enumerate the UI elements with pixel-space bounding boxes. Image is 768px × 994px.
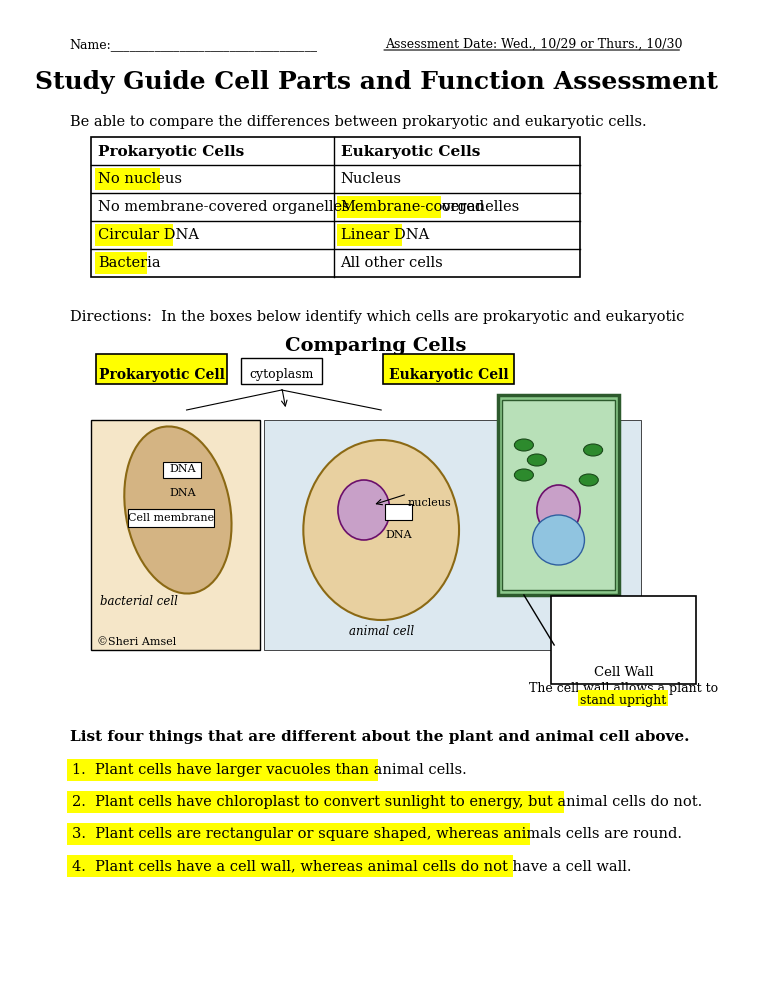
- Text: Linear DNA: Linear DNA: [340, 228, 429, 242]
- Bar: [127, 509, 214, 527]
- FancyBboxPatch shape: [95, 168, 160, 190]
- Bar: [164, 462, 201, 478]
- Text: Cell membrane: Cell membrane: [128, 513, 214, 523]
- FancyBboxPatch shape: [498, 395, 619, 595]
- Text: DNA: DNA: [169, 464, 196, 474]
- Bar: [91, 137, 580, 277]
- Text: No nucleus: No nucleus: [98, 172, 182, 186]
- FancyBboxPatch shape: [383, 354, 515, 384]
- Circle shape: [303, 440, 459, 620]
- FancyBboxPatch shape: [96, 354, 227, 384]
- Text: Bacteria: Bacteria: [98, 256, 161, 270]
- FancyBboxPatch shape: [502, 400, 614, 590]
- Text: Prokaryotic Cell: Prokaryotic Cell: [98, 368, 224, 382]
- FancyBboxPatch shape: [91, 420, 260, 650]
- Ellipse shape: [515, 469, 534, 481]
- FancyBboxPatch shape: [67, 823, 530, 845]
- Text: bacterial cell: bacterial cell: [100, 595, 178, 608]
- Text: stand upright: stand upright: [581, 694, 667, 707]
- Text: Name:_________________________________: Name:_________________________________: [70, 38, 318, 51]
- Text: Assessment Date: Wed., 10/29 or Thurs., 10/30: Assessment Date: Wed., 10/29 or Thurs., …: [385, 38, 682, 51]
- FancyBboxPatch shape: [67, 855, 513, 877]
- Text: Be able to compare the differences between prokaryotic and eukaryotic cells.: Be able to compare the differences betwe…: [70, 115, 647, 129]
- Text: Nucleus: Nucleus: [340, 172, 402, 186]
- Text: 2.  Plant cells have chloroplast to convert sunlight to energy, but animal cells: 2. Plant cells have chloroplast to conve…: [71, 795, 702, 809]
- Text: Eukaryotic Cells: Eukaryotic Cells: [340, 145, 480, 159]
- FancyBboxPatch shape: [95, 252, 147, 274]
- Ellipse shape: [515, 439, 534, 451]
- Text: List four things that are different about the plant and animal cell above.: List four things that are different abou…: [70, 730, 690, 744]
- Ellipse shape: [579, 474, 598, 486]
- FancyBboxPatch shape: [241, 358, 323, 384]
- FancyBboxPatch shape: [578, 690, 668, 706]
- Text: Membrane-covered: Membrane-covered: [340, 200, 485, 214]
- Ellipse shape: [528, 454, 546, 466]
- Text: nucleus: nucleus: [407, 498, 451, 508]
- FancyBboxPatch shape: [95, 224, 173, 246]
- Text: DNA: DNA: [169, 488, 196, 498]
- Text: No membrane-covered organelles: No membrane-covered organelles: [98, 200, 350, 214]
- Ellipse shape: [584, 444, 603, 456]
- Text: Eukaryotic Cell: Eukaryotic Cell: [389, 368, 508, 382]
- FancyBboxPatch shape: [67, 791, 564, 813]
- Ellipse shape: [124, 426, 231, 593]
- Text: 1.  Plant cells have larger vacuoles than animal cells.: 1. Plant cells have larger vacuoles than…: [71, 763, 466, 777]
- Text: organelles: organelles: [438, 200, 520, 214]
- Text: Study Guide Cell Parts and Function Assessment: Study Guide Cell Parts and Function Asse…: [35, 70, 717, 94]
- Text: cytoplasm: cytoplasm: [250, 368, 314, 381]
- Text: Prokaryotic Cells: Prokaryotic Cells: [98, 145, 244, 159]
- FancyBboxPatch shape: [264, 420, 641, 650]
- Ellipse shape: [532, 515, 584, 565]
- Bar: [385, 504, 412, 520]
- Circle shape: [338, 480, 390, 540]
- Text: Directions:  In the boxes below identify which cells are prokaryotic and eukaryo: Directions: In the boxes below identify …: [70, 310, 684, 324]
- Text: 4.  Plant cells have a cell wall, whereas animal cells do not have a cell wall.: 4. Plant cells have a cell wall, whereas…: [71, 859, 631, 873]
- FancyBboxPatch shape: [337, 196, 441, 218]
- Text: The cell wall allows a plant to: The cell wall allows a plant to: [529, 682, 718, 695]
- Text: DNA: DNA: [386, 530, 412, 540]
- FancyBboxPatch shape: [337, 224, 402, 246]
- Circle shape: [537, 485, 580, 535]
- Text: Comparing Cells: Comparing Cells: [285, 337, 467, 355]
- FancyBboxPatch shape: [67, 759, 378, 781]
- Text: All other cells: All other cells: [340, 256, 443, 270]
- Text: Circular DNA: Circular DNA: [98, 228, 200, 242]
- Text: Cell Wall: Cell Wall: [594, 666, 654, 679]
- Text: 3.  Plant cells are rectangular or square shaped, whereas animals cells are roun: 3. Plant cells are rectangular or square…: [71, 827, 681, 841]
- Text: animal cell: animal cell: [349, 625, 414, 638]
- FancyBboxPatch shape: [551, 596, 696, 684]
- Text: ©Sheri Amsel: ©Sheri Amsel: [98, 637, 177, 647]
